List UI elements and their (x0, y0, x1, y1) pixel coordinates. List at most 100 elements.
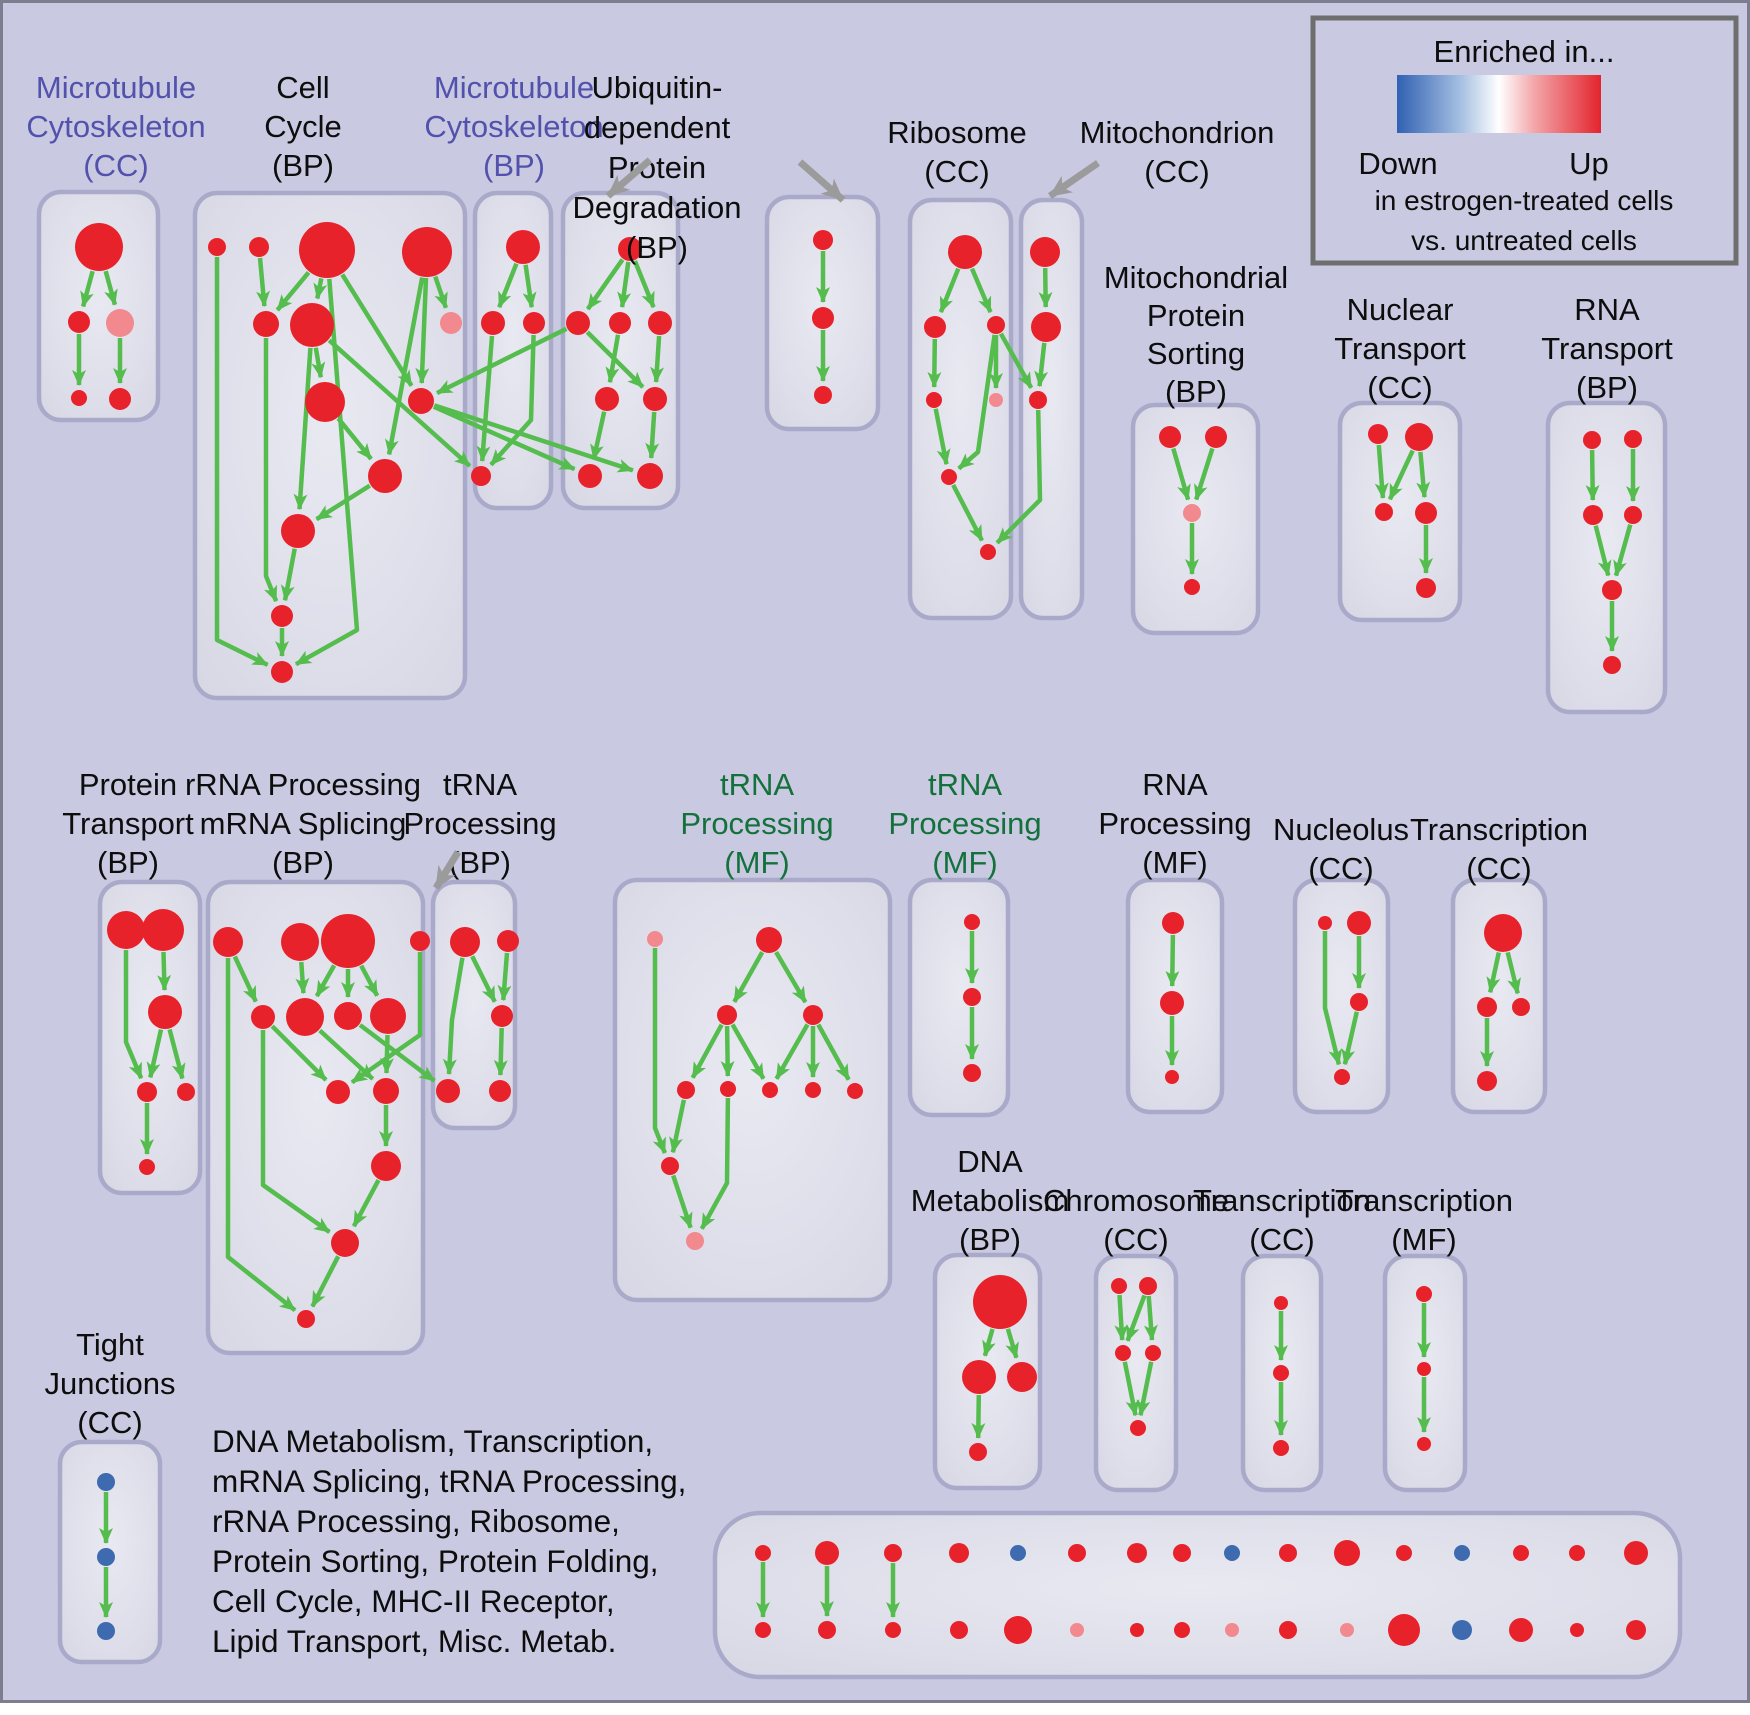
node (661, 1157, 679, 1175)
node (755, 1622, 771, 1638)
node (963, 988, 981, 1006)
group-label-mt_bp-line3: (BP) (483, 148, 545, 183)
legend-gradient-bar (1397, 75, 1601, 133)
node (1130, 1623, 1144, 1637)
group-label-mt_bp-line1: Microtubule (434, 70, 594, 105)
node (609, 312, 631, 334)
node (885, 1622, 901, 1638)
edge (650, 335, 665, 383)
node (297, 1310, 315, 1328)
node (305, 382, 345, 422)
node (1127, 1543, 1147, 1563)
node (251, 1005, 275, 1029)
edge (1171, 447, 1191, 501)
node (973, 1275, 1027, 1329)
edge (497, 952, 512, 1002)
node (980, 544, 996, 560)
node (1115, 1345, 1131, 1361)
node (818, 1621, 836, 1639)
edge (1322, 931, 1343, 1066)
node (815, 1541, 839, 1565)
node (987, 316, 1005, 334)
node (281, 923, 319, 961)
edge (699, 1097, 731, 1230)
group-label-rna_proc_mf-line1: RNA (1142, 767, 1208, 802)
node (1347, 911, 1371, 935)
group-label-nuc_trans-line1: Nuclear (1347, 292, 1454, 327)
node (142, 909, 184, 951)
edge (433, 403, 634, 473)
node (1477, 1071, 1497, 1091)
edge (1034, 342, 1049, 388)
node (1583, 431, 1601, 449)
group-label-transcription_cc1-line2: (CC) (1466, 851, 1531, 886)
edge (80, 270, 95, 308)
edge (310, 1255, 341, 1308)
node (326, 1080, 350, 1104)
footnote-line4: Protein Sorting, Protein Folding, (212, 1543, 659, 1579)
node (208, 238, 226, 256)
group-label-tight_junctions-line3: (CC) (77, 1405, 142, 1440)
edge (652, 948, 667, 1154)
node (373, 1078, 399, 1104)
group-label-ubiq-line5: (BP) (626, 230, 688, 265)
node (1010, 1545, 1026, 1561)
edge (146, 1029, 164, 1079)
edge (314, 964, 337, 998)
node (489, 1080, 511, 1102)
node (68, 311, 90, 333)
group-label-transcription_cc2-line1: Transcription (1193, 1183, 1371, 1218)
node (1583, 505, 1603, 525)
edge (982, 1328, 996, 1357)
node (523, 312, 545, 334)
node (370, 998, 406, 1034)
node (720, 1081, 736, 1097)
edge (327, 338, 472, 468)
node (717, 1005, 737, 1025)
node (941, 469, 957, 485)
edge (225, 958, 297, 1313)
group-label-trna_bp-line2: Processing (403, 806, 556, 841)
edge (167, 1028, 186, 1080)
group-label-mt_cc-line2: Cytoskeleton (26, 109, 205, 144)
node (948, 235, 982, 269)
group-box-nucleolus (1292, 877, 1391, 1115)
group-box-mito (1018, 197, 1085, 621)
group-label-transcription_cc2-line2: (CC) (1249, 1222, 1314, 1257)
node (506, 230, 540, 264)
group-label-rrna-line3: (BP) (272, 845, 334, 880)
group-label-ubiq-line4: Degradation (573, 190, 742, 225)
group-label-mito_sort-line2: Protein (1147, 298, 1245, 333)
node (139, 1159, 155, 1175)
edge (275, 270, 311, 312)
edge (816, 1023, 851, 1081)
group-label-rna_proc_mf-line2: Processing (1098, 806, 1251, 841)
node (1415, 502, 1437, 524)
edge (1165, 934, 1180, 987)
node (1130, 1420, 1146, 1436)
edge (263, 338, 279, 603)
node (290, 303, 334, 347)
edge (645, 411, 660, 459)
group-box-trna_mf1 (612, 877, 893, 1303)
edge (938, 267, 961, 314)
edge (313, 277, 328, 300)
group-box-transcription_cc1 (1450, 877, 1548, 1115)
group-label-trna_mf2-line1: tRNA (928, 767, 1002, 802)
node (1626, 1620, 1646, 1640)
node (321, 914, 375, 968)
group-label-tight_junctions-line1: Tight (76, 1327, 144, 1362)
edge (359, 964, 380, 997)
edge (969, 267, 993, 314)
node (1375, 503, 1393, 521)
node (756, 927, 782, 953)
node (1184, 579, 1200, 595)
node (137, 1082, 157, 1102)
footnote-line6: Lipid Transport, Misc. Metab. (212, 1623, 616, 1659)
edge (433, 275, 449, 309)
group-label-mt_bp-line2: Cytoskeleton (424, 109, 603, 144)
node (1273, 1365, 1289, 1381)
node (949, 1543, 969, 1563)
node (1165, 1070, 1179, 1084)
edge (957, 334, 997, 471)
